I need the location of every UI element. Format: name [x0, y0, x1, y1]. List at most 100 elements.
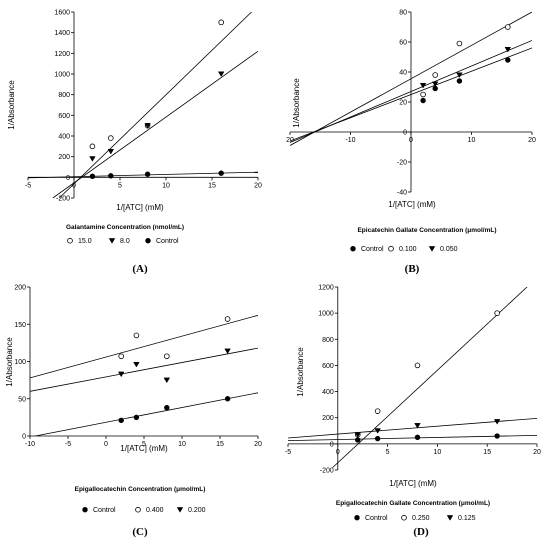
- y-tick-label: 1400: [54, 30, 70, 37]
- legend-marker: [350, 246, 356, 252]
- fit-line: [290, 12, 532, 146]
- y-tick-label: 0: [330, 441, 334, 448]
- data-point: [414, 423, 421, 429]
- x-tick-label: 15: [483, 449, 491, 456]
- legend-entry: 0.100: [399, 246, 417, 253]
- panel-label: (C): [132, 526, 148, 538]
- y-tick-label: 1600: [54, 10, 70, 17]
- x-tick-label: 10: [468, 137, 476, 144]
- x-tick-label: 5: [142, 441, 146, 448]
- y-tick-label: 50: [18, 396, 26, 403]
- x-axis-label: 1/[ATC] (mM): [389, 479, 437, 488]
- data-point: [494, 433, 500, 439]
- data-point: [218, 170, 224, 176]
- data-point: [494, 310, 500, 316]
- fit-line: [30, 314, 258, 379]
- x-axis-label: 1/[ATC] (mM): [388, 200, 436, 209]
- fit-line: [35, 392, 258, 436]
- y-tick-label: 0: [66, 175, 70, 182]
- data-point: [431, 81, 439, 88]
- y-axis-label: 1/Absorbance: [5, 337, 14, 387]
- x-tick-label: 15: [208, 182, 216, 189]
- data-point: [374, 428, 381, 434]
- data-point: [456, 78, 463, 84]
- data-point: [218, 19, 225, 26]
- y-tick-label: 1000: [318, 311, 334, 318]
- legend-marker: [145, 238, 151, 244]
- x-tick-label: -10: [345, 137, 355, 144]
- data-point: [504, 47, 512, 53]
- legend-title: Epigallocatechin Gallate Concentration (…: [336, 500, 490, 507]
- data-point: [117, 371, 125, 378]
- data-point: [354, 432, 361, 438]
- legend-marker: [135, 506, 141, 513]
- x-tick-label: 20: [254, 441, 262, 448]
- y-tick-label: 600: [58, 113, 70, 120]
- x-tick-label: 20: [528, 137, 536, 144]
- x-tick-label: -10: [25, 441, 35, 448]
- legend-marker: [108, 238, 116, 244]
- data-point: [493, 419, 501, 425]
- x-axis-label: 1/[ATC] (mM): [120, 444, 168, 453]
- legend-entry: 0.125: [458, 515, 476, 522]
- y-tick-label: 200: [58, 154, 70, 161]
- data-point: [224, 396, 231, 402]
- legend-entry: Control: [361, 246, 384, 253]
- y-tick-label: 1000: [54, 72, 70, 79]
- legend-title: Epigallocatechin Concentration (μmol/mL): [75, 486, 206, 493]
- legend-marker: [446, 515, 454, 521]
- data-point: [163, 377, 171, 384]
- legend-entry: Control: [365, 515, 388, 522]
- x-tick-label: 10: [162, 182, 170, 189]
- data-point: [374, 408, 381, 414]
- x-tick-label: 0: [336, 449, 340, 456]
- data-point: [89, 143, 96, 150]
- data-point: [456, 40, 463, 47]
- legend-marker: [388, 245, 394, 252]
- fit-line: [30, 347, 258, 392]
- y-tick-label: 40: [399, 70, 407, 77]
- panel-label: (D): [413, 526, 429, 538]
- x-tick-label: 0: [104, 441, 108, 448]
- y-tick-label: 0: [22, 434, 26, 441]
- fit-lines: [28, 12, 258, 198]
- legend-entry: 0.400: [146, 507, 164, 514]
- x-tick-label: 10: [434, 449, 442, 456]
- data-point: [133, 332, 140, 339]
- data-point: [224, 348, 231, 355]
- y-tick-label: 80: [399, 10, 407, 17]
- legend-entry: 0.250: [412, 515, 430, 522]
- y-tick-label: 600: [322, 363, 334, 370]
- y-axis-label: 1/Absorbance: [7, 80, 16, 130]
- y-tick-label: 400: [322, 389, 334, 396]
- legend-marker: [67, 237, 73, 244]
- x-tick-label: -5: [285, 449, 291, 456]
- data-point: [224, 316, 231, 322]
- data-point: [355, 437, 361, 443]
- chart-panel-a: -5 0 5 10 15 20-20002004006008001000120014001…: [7, 10, 262, 276]
- x-tick-label: 0: [72, 182, 76, 189]
- legend-title: Galantamine Concentration (nmol/mL): [66, 224, 184, 231]
- y-tick-label: 60: [399, 40, 407, 47]
- fit-line: [332, 287, 528, 468]
- y-tick-label: 1200: [54, 51, 70, 58]
- data-point: [432, 72, 439, 78]
- x-tick-label: 20: [286, 137, 294, 144]
- y-tick-label: -200: [56, 196, 70, 203]
- legend-marker: [401, 514, 407, 521]
- x-tick-label: 5: [118, 182, 122, 189]
- data-point: [144, 123, 151, 129]
- legend-entry: 0.200: [188, 507, 206, 514]
- data-point: [108, 135, 114, 141]
- data-point: [89, 173, 96, 180]
- data-point: [144, 171, 151, 177]
- fit-lines: [290, 12, 532, 146]
- fit-line: [52, 50, 258, 198]
- y-tick-label: 200: [14, 285, 26, 292]
- y-tick-label: 1200: [318, 285, 334, 292]
- fit-line: [290, 40, 532, 143]
- x-tick-label: -5: [25, 182, 31, 189]
- data-point: [164, 353, 170, 360]
- data-point: [414, 362, 421, 369]
